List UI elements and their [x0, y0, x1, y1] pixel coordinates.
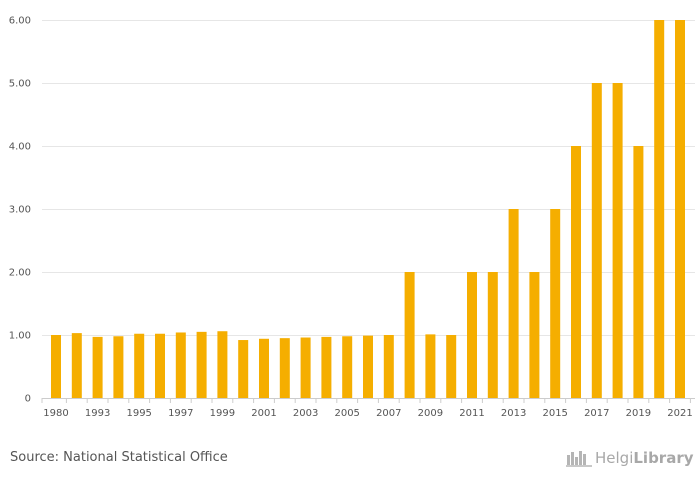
x-tick-label: 1999	[210, 408, 235, 419]
y-tick-label: 6.00	[9, 16, 31, 27]
x-tick-label: 2007	[376, 408, 401, 419]
logo-text-library: Library	[633, 449, 694, 467]
bar[interactable]	[259, 338, 269, 398]
bar[interactable]	[279, 338, 290, 398]
bar[interactable]	[51, 335, 61, 398]
x-tick-label: 1980	[43, 408, 68, 419]
bar[interactable]	[342, 336, 353, 398]
bar[interactable]	[217, 331, 228, 398]
logo-text-helgi: Helgi	[595, 449, 634, 467]
bar[interactable]	[175, 332, 186, 398]
bar[interactable]	[529, 272, 540, 398]
x-tick-label: 2013	[501, 408, 526, 419]
bar[interactable]	[612, 83, 623, 398]
source-note: Source: National Statistical Office	[10, 450, 228, 465]
bar[interactable]	[404, 272, 415, 398]
y-tick-label: 3.00	[9, 205, 31, 216]
bar[interactable]	[92, 336, 103, 398]
bar[interactable]	[196, 331, 207, 398]
y-tick-label: 4.00	[9, 142, 31, 153]
bar[interactable]	[467, 272, 477, 398]
bar[interactable]	[508, 209, 519, 398]
bar[interactable]	[238, 340, 249, 398]
bar[interactable]	[446, 335, 457, 398]
y-tick-label: 0	[25, 394, 31, 405]
bar[interactable]	[591, 83, 602, 398]
bar[interactable]	[113, 336, 124, 398]
bar[interactable]	[155, 333, 165, 398]
x-tick-label: 2015	[542, 408, 567, 419]
bar[interactable]	[321, 336, 332, 398]
bar[interactable]	[134, 333, 145, 398]
bar[interactable]	[71, 333, 82, 398]
bar[interactable]	[300, 337, 311, 398]
bar[interactable]	[487, 272, 498, 398]
x-tick-label: 2009	[418, 408, 443, 419]
x-tick-label: 2011	[459, 408, 484, 419]
bar[interactable]	[633, 146, 644, 398]
bars	[51, 20, 685, 398]
bar[interactable]	[425, 334, 436, 398]
bar[interactable]	[550, 209, 561, 398]
y-tick-label: 1.00	[9, 331, 31, 342]
bar[interactable]	[383, 335, 394, 398]
library-icon	[566, 451, 592, 467]
x-tick-label: 1993	[85, 408, 110, 419]
x-tick-label: 2017	[584, 408, 609, 419]
x-axis-ticks: 1980 1993 1995 1997 1999 2001 2003 2005 2007 2009…	[41, 398, 693, 419]
x-tick-label: 2005	[334, 408, 359, 419]
bar[interactable]	[654, 20, 665, 398]
x-tick-label: 2019	[626, 408, 651, 419]
y-tick-label: 5.00	[9, 79, 31, 90]
x-tick-label: 1997	[168, 408, 193, 419]
x-tick-label: 2021	[667, 408, 692, 419]
x-tick-label: 1995	[126, 408, 151, 419]
bar-chart: 01.002.003.004.005.006.00 1980 1993 1995 19…	[9, 16, 695, 419]
x-tick-label: 2003	[293, 408, 318, 419]
y-tick-label: 2.00	[9, 268, 31, 279]
bar[interactable]	[675, 20, 685, 398]
x-tick-label: 2001	[251, 408, 276, 419]
helgi-library-logo[interactable]: Helgi Library	[566, 449, 694, 467]
bar[interactable]	[571, 146, 581, 398]
bar[interactable]	[363, 335, 373, 398]
grid-lines	[42, 20, 695, 399]
y-axis-ticks: 0 1.00 2.00 3.00 4.00 5.00 6.00	[9, 16, 31, 405]
